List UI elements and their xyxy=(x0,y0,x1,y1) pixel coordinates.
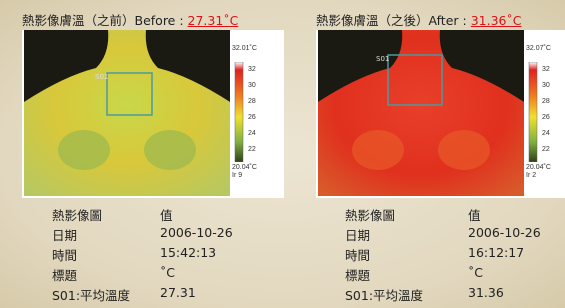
scale-tick: 26 xyxy=(542,114,550,121)
table-label: 日期 xyxy=(52,225,77,244)
scale-tick: 22 xyxy=(248,146,256,153)
title-text: 熱影像膚溫（之後）After : xyxy=(316,13,471,28)
scale-id: Ir 2 xyxy=(526,172,536,179)
table-value: 27.31 xyxy=(160,285,196,300)
table-value: 值 xyxy=(468,205,481,224)
table-value: 31.36 xyxy=(468,285,504,300)
scale-tick: 24 xyxy=(542,130,550,137)
table-value: ˚C xyxy=(160,265,175,280)
table-value: 2006-10-26 xyxy=(468,225,541,240)
scale-tick: 28 xyxy=(248,98,256,105)
table-value: 值 xyxy=(160,205,173,224)
page: 熱影像膚溫（之前）Before : 27.31˚CS0132.01˚C32302… xyxy=(0,0,565,308)
scale-min: 20.04˚C xyxy=(232,164,257,171)
thermal-image: S01 xyxy=(318,30,528,198)
scale-id: Ir 9 xyxy=(232,172,242,179)
table-value: 16:12:17 xyxy=(468,245,524,260)
title-text: 熱影像膚溫（之前）Before : xyxy=(22,13,188,28)
scale-min: 20.04˚C xyxy=(526,164,551,171)
scale-tick: 32 xyxy=(542,66,550,73)
table-label: 熱影像圖 xyxy=(52,205,102,224)
scale-max: 32.01˚C xyxy=(232,45,257,52)
title-temperature: 27.31˚C xyxy=(188,13,239,28)
scale-tick: 26 xyxy=(248,114,256,121)
table-label: 熱影像圖 xyxy=(345,205,395,224)
title-temperature: 31.36˚C xyxy=(471,13,522,28)
table-label: S01:平均溫度 xyxy=(52,285,130,304)
color-scale-bar xyxy=(234,62,248,162)
scale-tick: 32 xyxy=(248,66,256,73)
spot-label: S01 xyxy=(95,73,108,81)
scale-tick: 22 xyxy=(542,146,550,153)
table-label: 時間 xyxy=(52,245,77,264)
table-label: 標題 xyxy=(52,265,77,284)
table-label: 時間 xyxy=(345,245,370,264)
table-value: 15:42:13 xyxy=(160,245,216,260)
scale-tick: 28 xyxy=(542,98,550,105)
scale-tick: 30 xyxy=(542,82,550,89)
table-value: ˚C xyxy=(468,265,483,280)
table-label: 日期 xyxy=(345,225,370,244)
color-scale-bar xyxy=(528,62,542,162)
scale-max: 32.07˚C xyxy=(526,45,551,52)
table-label: 標題 xyxy=(345,265,370,284)
table-value: 2006-10-26 xyxy=(160,225,233,240)
scale-tick: 30 xyxy=(248,82,256,89)
panel-title: 熱影像膚溫（之後）After : 31.36˚C xyxy=(316,10,521,29)
spot-label: S01 xyxy=(376,55,389,63)
panel-title: 熱影像膚溫（之前）Before : 27.31˚C xyxy=(22,10,238,29)
table-label: S01:平均溫度 xyxy=(345,285,423,304)
thermal-image: S01 xyxy=(24,30,234,198)
scale-tick: 24 xyxy=(248,130,256,137)
